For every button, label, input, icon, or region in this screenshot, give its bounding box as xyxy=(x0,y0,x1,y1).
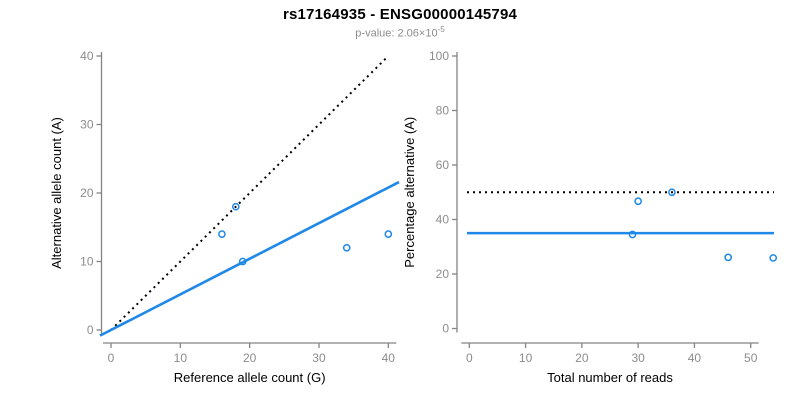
y-tick-label: 40 xyxy=(80,49,94,63)
y-tick-label: 80 xyxy=(436,104,450,118)
y-tick-label: 60 xyxy=(436,158,450,172)
x-tick-label: 10 xyxy=(174,351,188,365)
data-point xyxy=(634,197,642,206)
x-tick-label: 30 xyxy=(312,351,326,365)
pvalue-text: p-value: 2.06×10 xyxy=(355,27,438,40)
figure-title: rs17164935 - ENSG00000145794 xyxy=(282,6,518,23)
allele-count-scatter: 0 10 20 30 40 0 10 20 30 40 Reference allele count… xyxy=(49,49,400,385)
x-tick-label: 20 xyxy=(575,351,589,365)
data-point xyxy=(628,230,637,239)
data-point xyxy=(231,202,240,211)
y-tick-label: 40 xyxy=(436,213,450,227)
y-tick-label: 10 xyxy=(80,255,94,269)
data-point xyxy=(218,230,226,238)
data-point xyxy=(724,253,733,262)
pvalue-exponent: -5 xyxy=(437,25,445,34)
data-point xyxy=(769,254,778,262)
x-axis-title: Reference allele count (G) xyxy=(174,370,326,385)
x-tick-label: 40 xyxy=(382,351,396,365)
data-point xyxy=(342,243,351,252)
fit-line xyxy=(99,180,400,337)
x-tick-label: 40 xyxy=(688,351,702,365)
y-tick-label: 30 xyxy=(80,118,94,132)
x-tick-label: 10 xyxy=(519,351,533,365)
percentage-alternative-scatter: 0 20 40 60 80 100 0 10 20 30 40 50 Total number of r… xyxy=(402,49,778,385)
x-tick-label: 0 xyxy=(466,351,473,365)
x-tick-label: 20 xyxy=(243,351,257,365)
y-tick-label: 20 xyxy=(436,267,450,281)
identity-line xyxy=(110,55,390,331)
x-axis-title: Total number of reads xyxy=(547,370,673,385)
y-tick-label: 0 xyxy=(442,322,449,336)
x-tick-label: 50 xyxy=(744,351,758,365)
data-point xyxy=(384,230,393,238)
figure-subtitle: p-value: 2.06×10-5 xyxy=(0,25,800,40)
y-tick-label: 100 xyxy=(429,49,449,63)
x-tick-label: 0 xyxy=(108,351,115,365)
data-point xyxy=(668,188,676,197)
y-tick-label: 20 xyxy=(80,186,94,200)
x-tick-label: 30 xyxy=(631,351,645,365)
y-axis-title: Percentage alternative (A) xyxy=(402,117,417,268)
y-axis-title: Alternative allele count (A) xyxy=(49,117,64,269)
data-point xyxy=(238,257,247,266)
y-tick-label: 0 xyxy=(87,323,94,337)
